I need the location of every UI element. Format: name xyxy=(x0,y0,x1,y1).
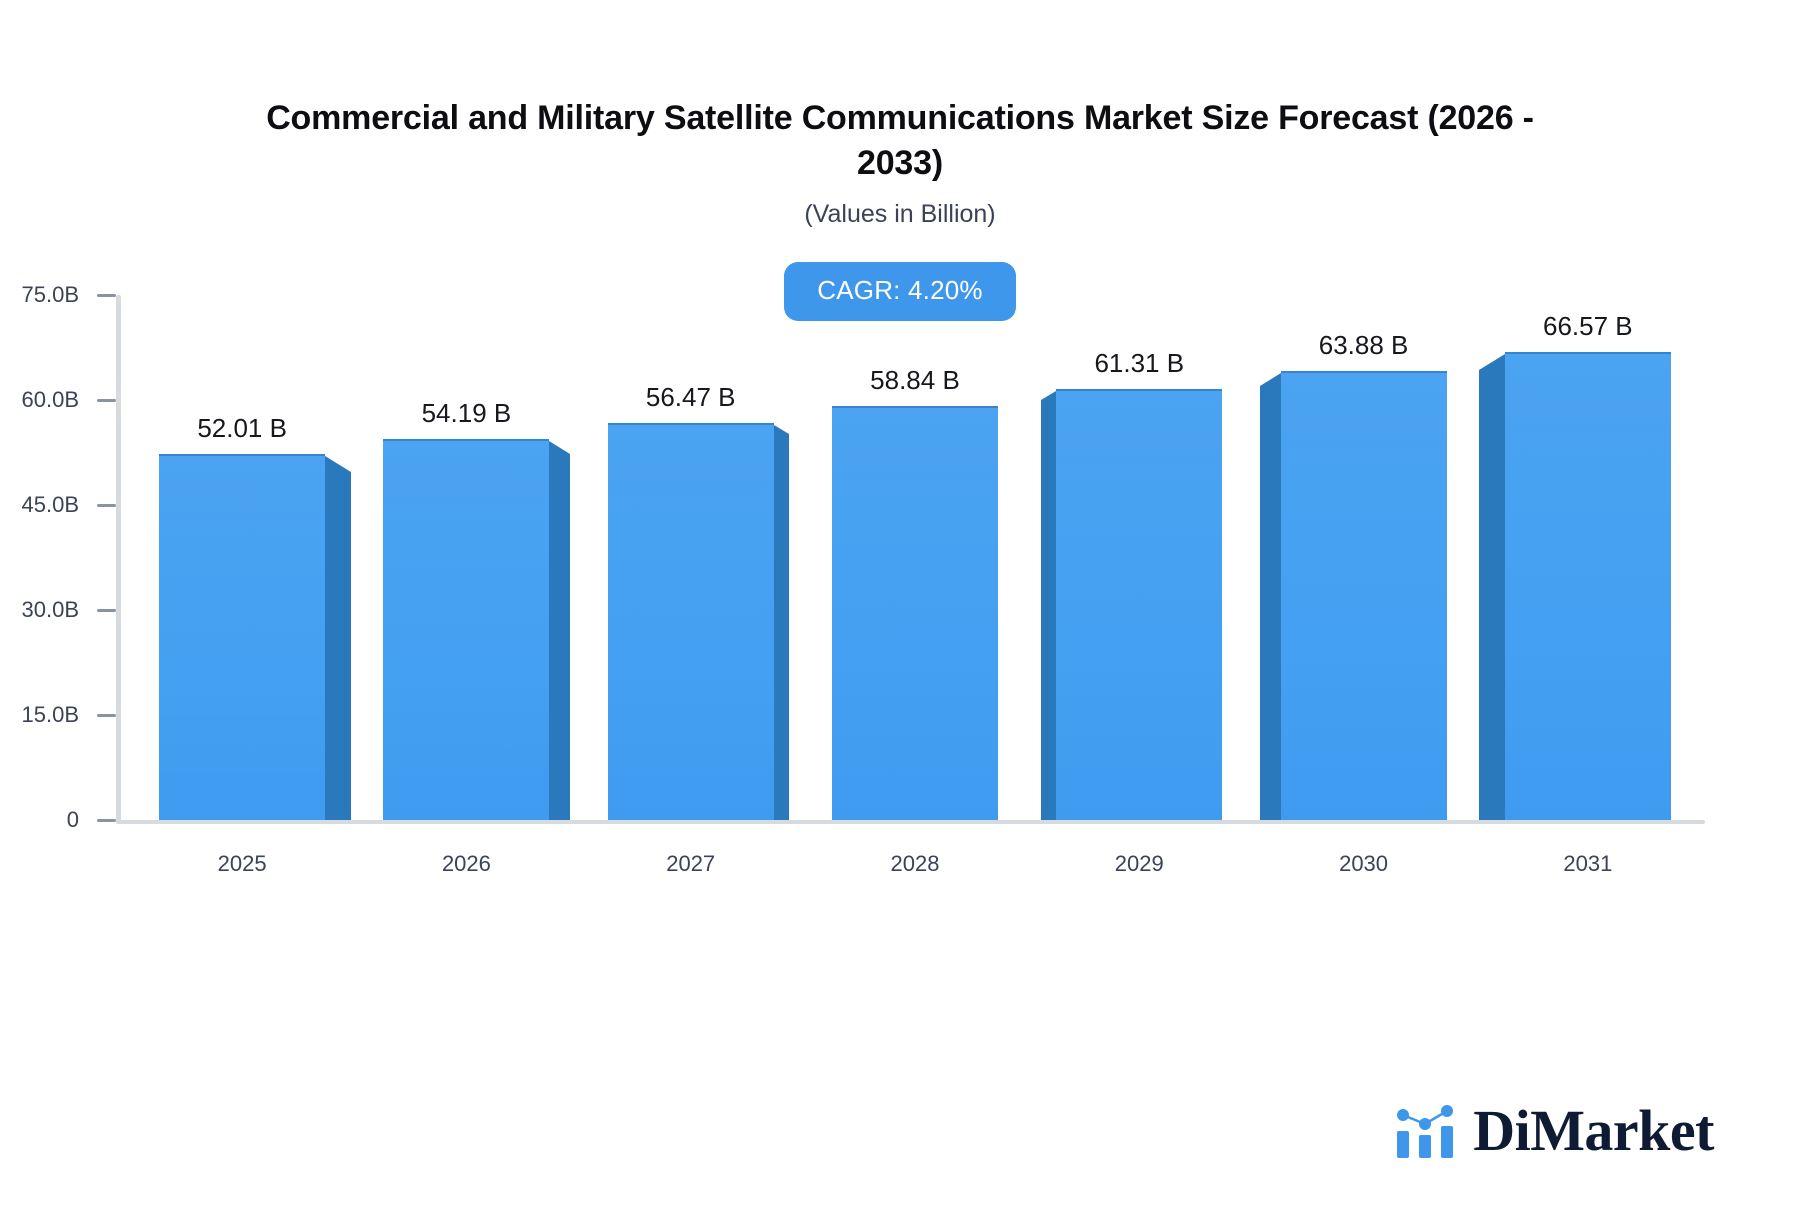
x-axis-tick-label: 2026 xyxy=(441,851,491,876)
chart-subtitle: (Values in Billion) xyxy=(804,199,996,228)
y-axis-tick: 30.0B xyxy=(0,597,116,623)
y-axis-tick-mark xyxy=(97,608,116,612)
cagr-annotation-wrap: CAGR: 4.20% xyxy=(0,262,1800,321)
bar[interactable]: 61.31 B xyxy=(1041,348,1223,820)
bar-side-bevel xyxy=(1478,354,1505,371)
y-axis-tick: 60.0B xyxy=(0,387,116,413)
bar-side-face xyxy=(1259,385,1281,820)
bar-value-label: 56.47 B xyxy=(645,381,736,412)
bar-group[interactable]: 61.31 B xyxy=(1027,295,1251,820)
bar-side-bevel xyxy=(773,424,789,434)
y-axis-tick: 45.0B xyxy=(0,492,116,518)
bar-side-face xyxy=(1478,370,1505,820)
bar-side-bevel xyxy=(1259,372,1281,386)
y-axis-tick: 15.0B xyxy=(0,702,116,728)
plot-area: 0 15.0B 30.0B 45.0B 60.0B 75.0B 52.01 B 54.19 … xyxy=(22,282,1705,876)
y-axis-tick: 0 xyxy=(0,807,116,833)
bar[interactable]: 66.57 B xyxy=(1478,311,1671,820)
bar-side-bevel xyxy=(1041,390,1057,400)
x-axis-tick-label: 2027 xyxy=(666,851,716,876)
bar-side-face xyxy=(773,433,789,820)
bar-side-face xyxy=(1041,399,1057,820)
x-axis-tick-label: 2031 xyxy=(1563,851,1613,876)
y-axis-tick-mark xyxy=(97,398,116,402)
y-axis-tick-mark xyxy=(97,818,116,822)
bar-front-face xyxy=(831,406,998,820)
logo-bar-chart-icon xyxy=(1397,1105,1454,1158)
bar-front-face xyxy=(383,438,550,820)
bar-front-face xyxy=(1280,370,1447,820)
bar-group[interactable]: 56.47 B xyxy=(579,295,803,820)
x-axis-tick-label: 2028 xyxy=(890,851,940,876)
bar-side-bevel xyxy=(549,440,571,454)
x-axis-line xyxy=(116,820,1705,824)
x-axis-tick-label: 2029 xyxy=(1114,851,1164,876)
x-axis-tick-label: 2025 xyxy=(217,851,267,876)
cagr-badge: CAGR: 4.20% xyxy=(784,262,1016,321)
y-axis-line xyxy=(116,295,121,822)
bar-front-face xyxy=(1504,352,1671,820)
y-axis-tick: 75.0B xyxy=(0,282,116,308)
y-axis-tick-label: 75.0B xyxy=(21,282,80,307)
bar-group[interactable]: 63.88 B xyxy=(1251,295,1475,820)
bar-value-label: 52.01 B xyxy=(197,412,287,443)
bar[interactable]: 52.01 B xyxy=(159,413,352,820)
bar-value-label: 66.57 B xyxy=(1543,311,1633,342)
bar[interactable]: 63.88 B xyxy=(1259,330,1447,820)
bar[interactable]: 58.84 B xyxy=(831,365,998,820)
logo-text: DiMarket xyxy=(1473,1098,1714,1163)
bar-side-bevel xyxy=(325,455,352,472)
x-axis-tick-label: 2030 xyxy=(1339,851,1389,876)
bar-side-face xyxy=(325,471,352,820)
bar-side-face xyxy=(549,453,571,820)
bar-front-face xyxy=(1056,388,1223,820)
bar-value-label: 61.31 B xyxy=(1094,347,1185,378)
y-axis-tick-label: 0 xyxy=(66,807,79,832)
bar-value-label: 58.84 B xyxy=(870,365,960,396)
title-block: Commercial and Military Satellite Commun… xyxy=(0,96,1800,229)
bar-group[interactable]: 66.57 B xyxy=(1476,295,1700,820)
dimarket-logo: DiMarket xyxy=(1395,1102,1714,1160)
bar-value-label: 54.19 B xyxy=(421,397,512,428)
bar-group[interactable]: 54.19 B xyxy=(354,295,578,820)
bar-value-label: 63.88 B xyxy=(1318,329,1409,360)
y-axis-tick-mark xyxy=(97,713,116,717)
bar-group[interactable]: 58.84 B xyxy=(803,295,1027,820)
y-axis-tick-label: 60.0B xyxy=(21,387,80,412)
bar-front-face xyxy=(607,422,774,820)
bar-group[interactable]: 52.01 B xyxy=(130,295,354,820)
y-axis-tick-mark xyxy=(97,503,116,507)
bar[interactable]: 54.19 B xyxy=(383,398,571,820)
y-axis-tick-label: 15.0B xyxy=(21,702,80,727)
y-axis-tick-label: 45.0B xyxy=(21,492,80,517)
bar[interactable]: 56.47 B xyxy=(607,382,789,820)
y-axis-tick-label: 30.0B xyxy=(21,597,80,622)
y-axis-tick-mark xyxy=(97,293,116,297)
bar-front-face xyxy=(159,453,326,820)
page-title: Commercial and Military Satellite Commun… xyxy=(266,99,1534,182)
